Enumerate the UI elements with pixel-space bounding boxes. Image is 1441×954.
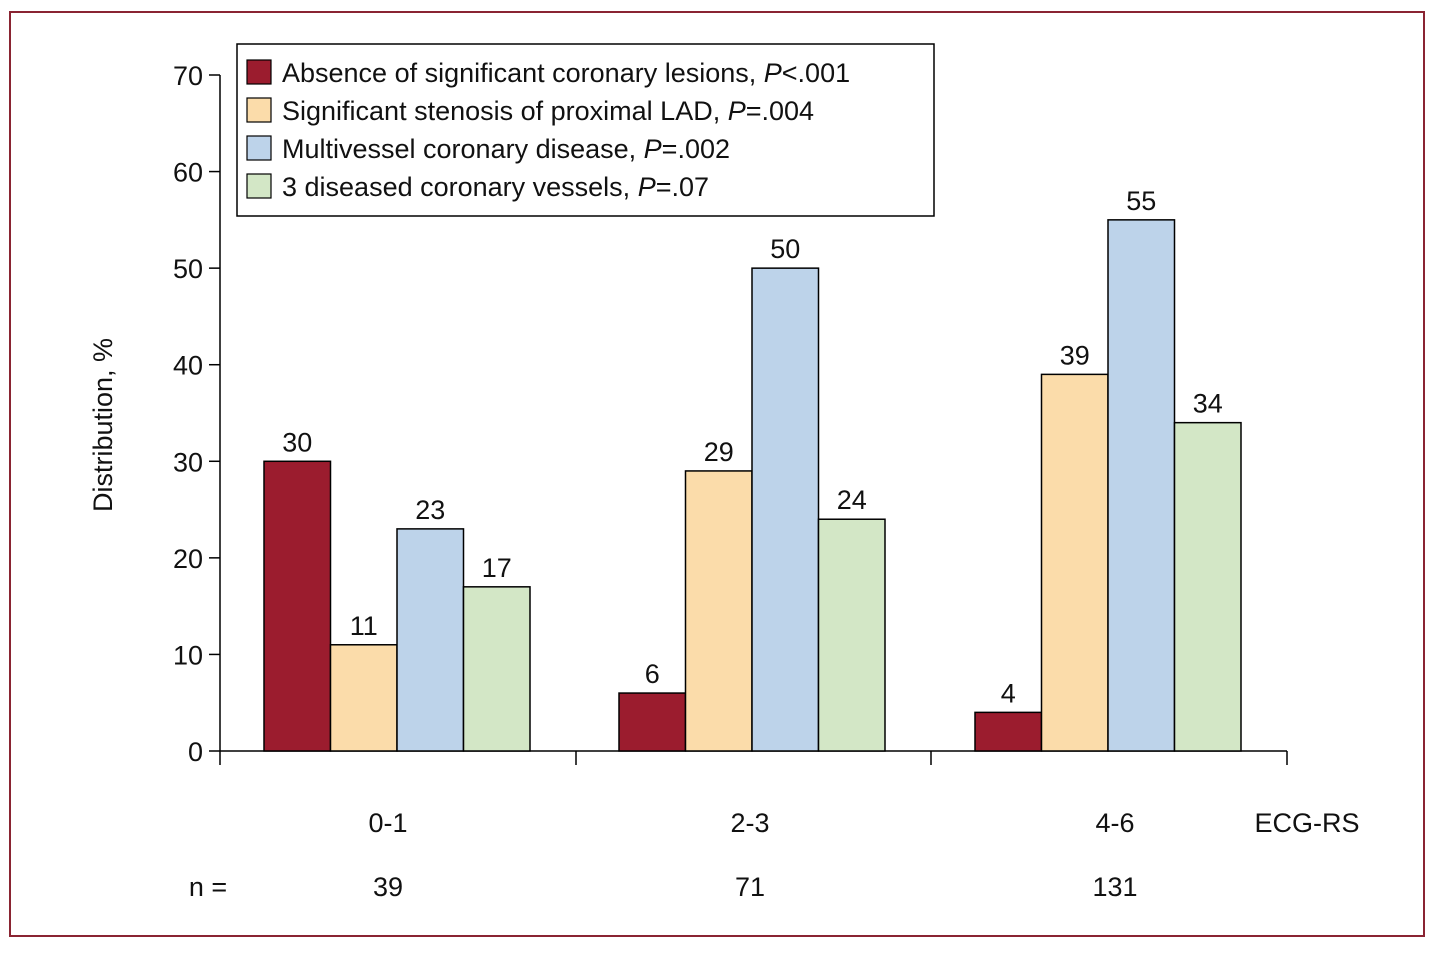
bar-value-label: 23 [415, 495, 445, 525]
category-label: 4-6 [1095, 808, 1134, 838]
bar-value-label: 29 [704, 437, 734, 467]
bar-value-label: 34 [1193, 389, 1223, 419]
bar [1173, 421, 1242, 752]
bar-value-label: 11 [350, 611, 378, 641]
bar [1040, 373, 1109, 752]
bar-value-label: 17 [482, 553, 512, 583]
legend-box [236, 43, 935, 217]
bar [263, 460, 332, 752]
bar-value-label: 30 [282, 427, 312, 457]
y-tick-label: 30 [173, 447, 203, 477]
y-tick-label: 0 [188, 737, 203, 767]
bar [1107, 219, 1176, 752]
legend-entry-label: 3 diseased coronary vessels, P=.07 [282, 172, 709, 202]
n-value-label: 71 [735, 872, 765, 902]
y-tick-label: 70 [173, 61, 203, 91]
bar-value-label: 39 [1060, 340, 1090, 370]
bar [684, 470, 753, 752]
bar [751, 267, 820, 752]
legend-entry-label: Absence of significant coronary lesions,… [282, 58, 850, 88]
bar [396, 528, 465, 752]
n-value-label: 39 [373, 872, 403, 902]
n-value-label: 131 [1092, 872, 1137, 902]
n-label: n = [189, 872, 227, 902]
category-label: 2-3 [730, 808, 769, 838]
bar-value-label: 6 [645, 659, 660, 689]
x-axis-title: ECG-RS [1254, 808, 1359, 838]
bar-value-label: 4 [1001, 678, 1016, 708]
labels: 30 11 23 17 0-1 39 6 29 50 24 2-3 71 4 39 55 34 4-6 131 [282, 186, 1223, 902]
legend-entry-label: Significant stenosis of proximal LAD, P=… [282, 96, 814, 126]
bar-value-label: 24 [837, 485, 867, 515]
bar [974, 711, 1043, 752]
y-tick-label: 50 [173, 254, 203, 284]
bar-value-label: 55 [1126, 186, 1156, 216]
legend-entry-label: Multivessel coronary disease, P=.002 [282, 134, 730, 164]
y-axis-title: Distribution, % [88, 338, 118, 512]
legend-swatch [246, 97, 272, 123]
legend-swatch [246, 173, 272, 199]
legend-swatch [246, 135, 272, 161]
bar [618, 692, 687, 752]
y-tick-label: 60 [173, 158, 203, 188]
y-tick-label: 40 [173, 351, 203, 381]
bar [817, 518, 886, 752]
bar [329, 644, 398, 752]
bar-value-label: 50 [770, 234, 800, 264]
category-label: 0-1 [368, 808, 407, 838]
bar [462, 586, 531, 752]
y-tick-label: 20 [173, 544, 203, 574]
y-tick-label: 10 [173, 640, 203, 670]
legend: Absence of significant coronary lesions,… [236, 43, 935, 217]
bars [263, 219, 1242, 752]
legend-swatch [246, 59, 272, 85]
